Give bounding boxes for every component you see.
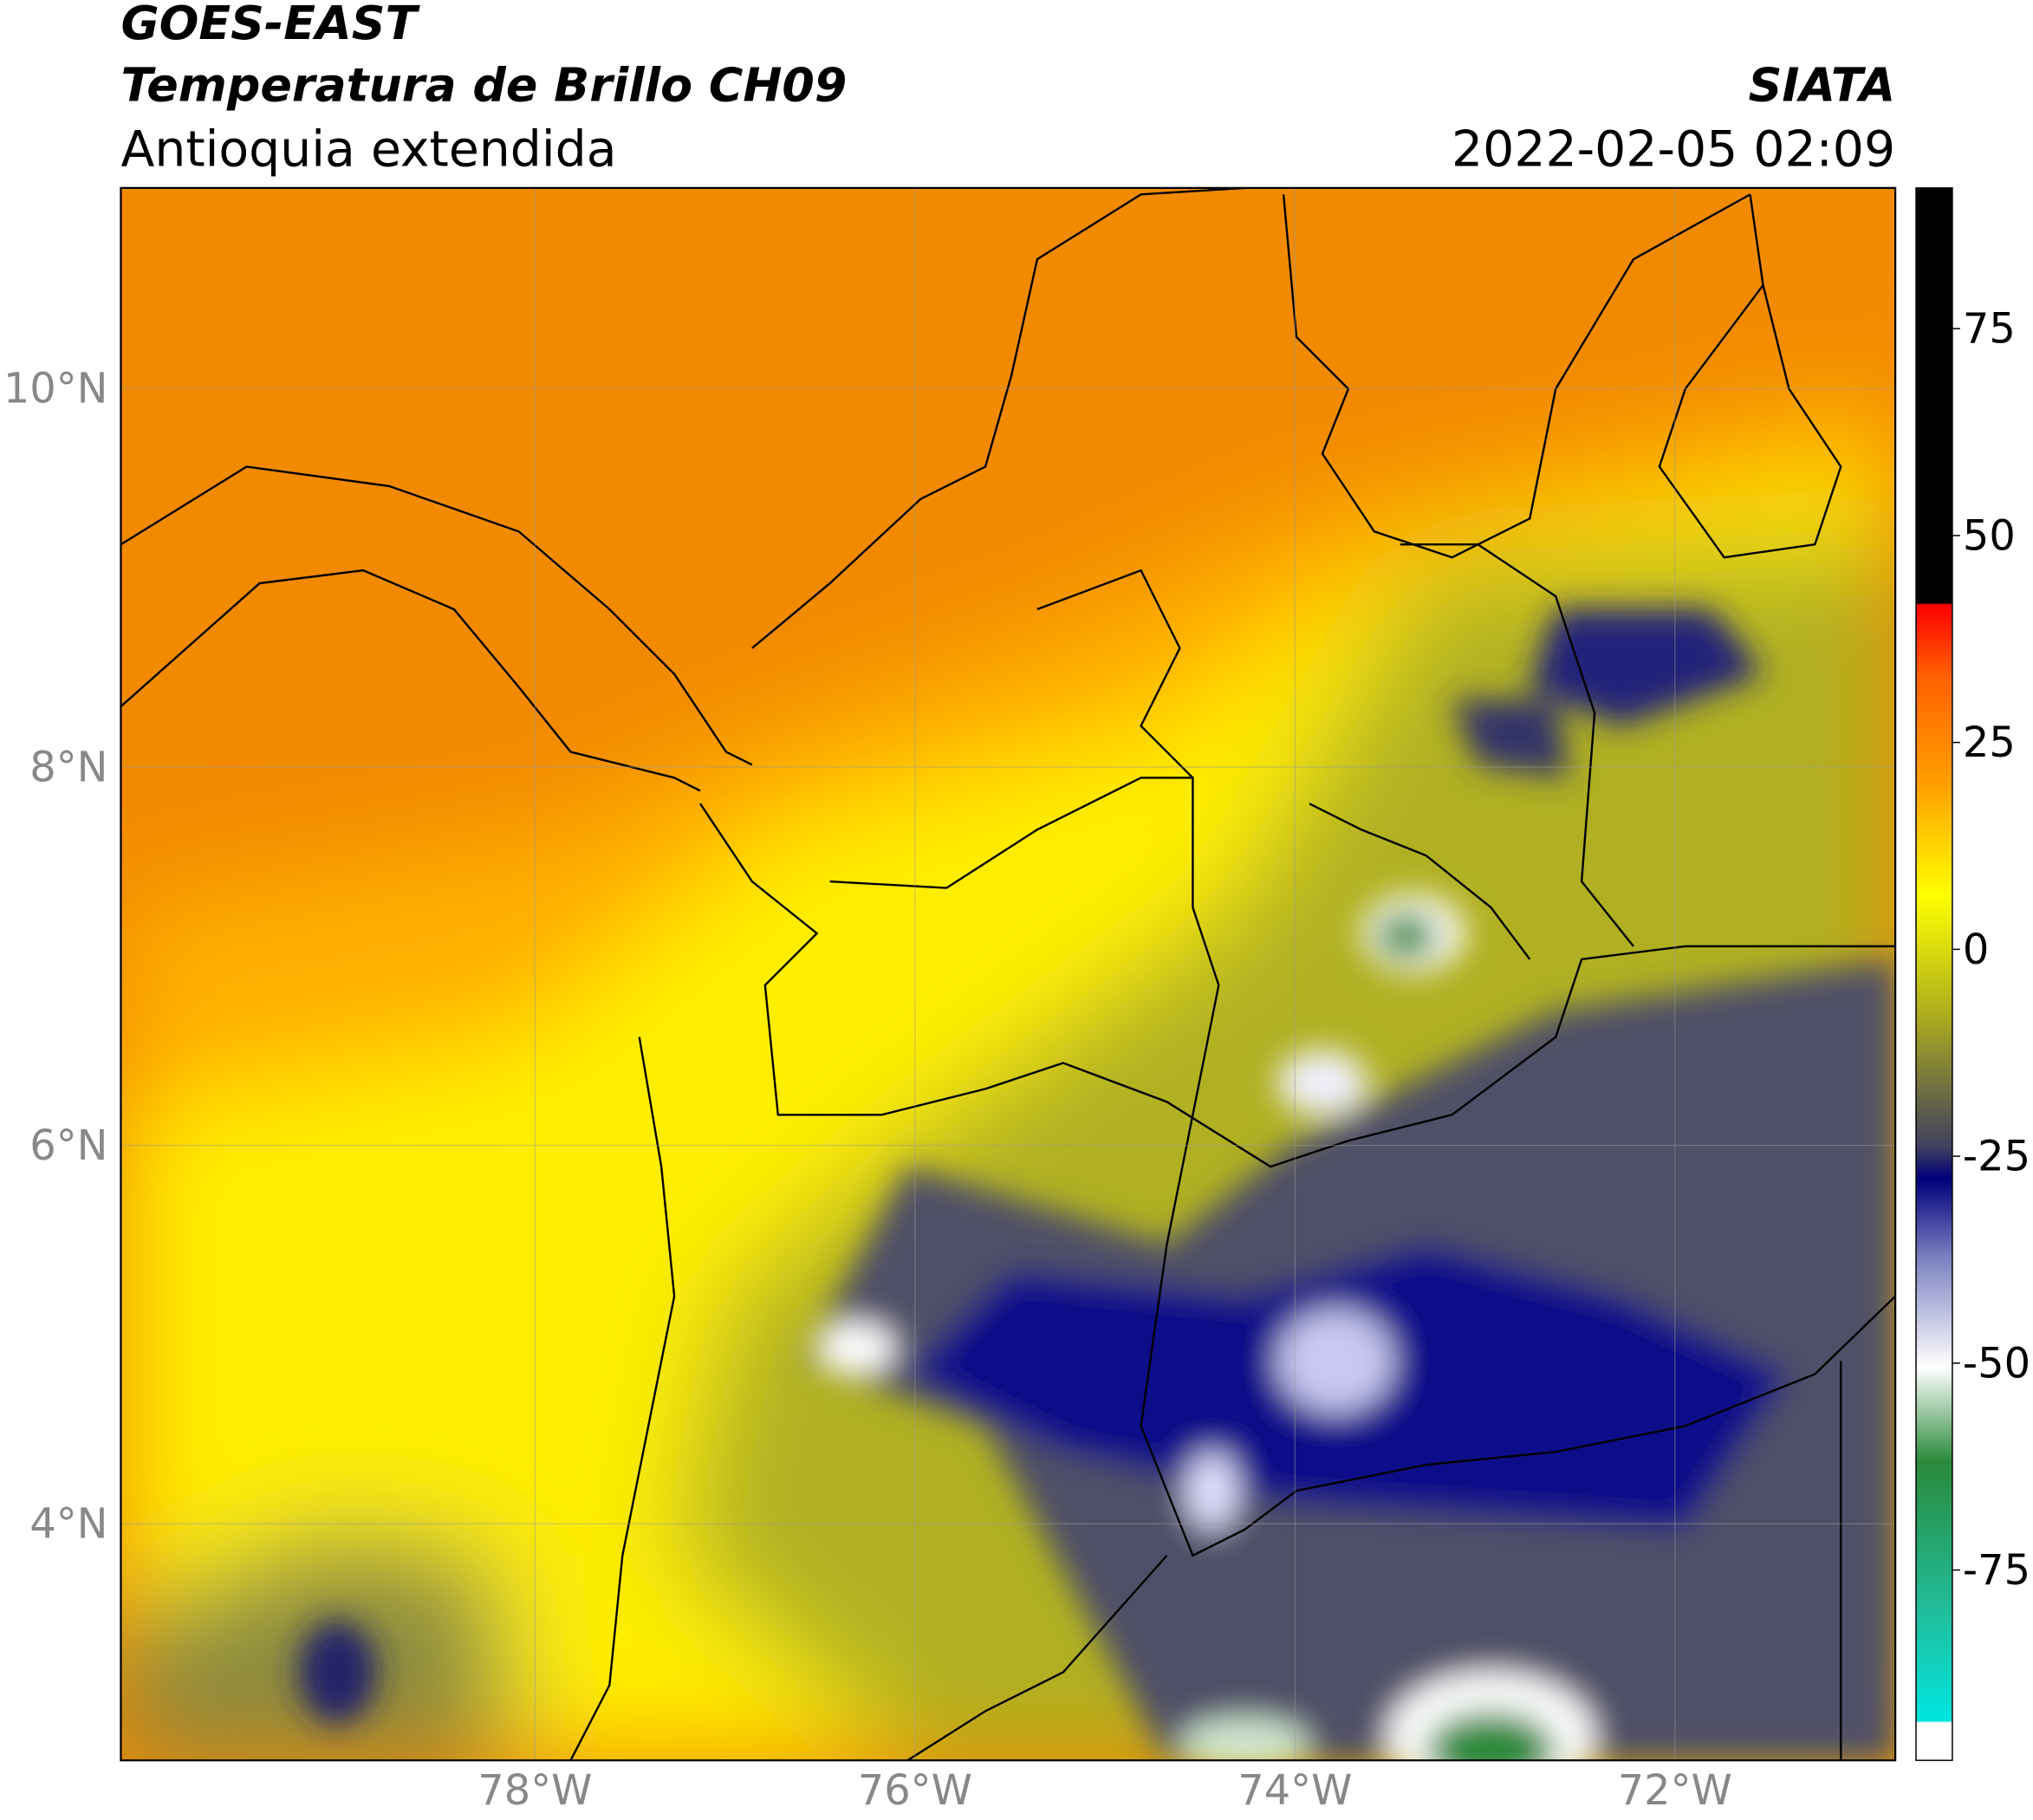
subtitle: Temperatura de Brillo CH09	[120, 58, 847, 113]
colorbar-tick-label: 75	[1963, 306, 2016, 354]
satellite-image	[120, 187, 1896, 1761]
y-tick-label: 6°N	[29, 1122, 107, 1170]
colorbar-tick-label: -50	[1963, 1340, 2030, 1388]
y-tick-label: 4°N	[29, 1501, 107, 1549]
map-frame	[120, 186, 1897, 1762]
x-tick-label: 76°W	[858, 1767, 972, 1815]
colorbar-tick-label: 50	[1963, 512, 2016, 560]
region: Antioquia extendida	[120, 120, 616, 178]
colorbar-tick-label: -25	[1963, 1134, 2030, 1181]
datetime: 2022-02-05 02:09	[1452, 120, 1895, 178]
colorbar-tick-label: -75	[1963, 1547, 2030, 1595]
colorbar-tick-label: 25	[1963, 719, 2016, 767]
x-tick-label: 78°W	[477, 1767, 592, 1815]
y-tick-label: 10°N	[3, 366, 108, 413]
x-tick-label: 72°W	[1618, 1767, 1732, 1815]
borders	[120, 187, 1896, 1761]
source: SIATA	[1749, 58, 1896, 113]
y-tick-label: 8°N	[29, 744, 107, 791]
x-tick-label: 74°W	[1237, 1767, 1352, 1815]
colorbar-tick-label: 0	[1963, 926, 1989, 974]
title: GOES-EAST	[120, 0, 420, 50]
colorbar	[1915, 187, 1953, 1761]
